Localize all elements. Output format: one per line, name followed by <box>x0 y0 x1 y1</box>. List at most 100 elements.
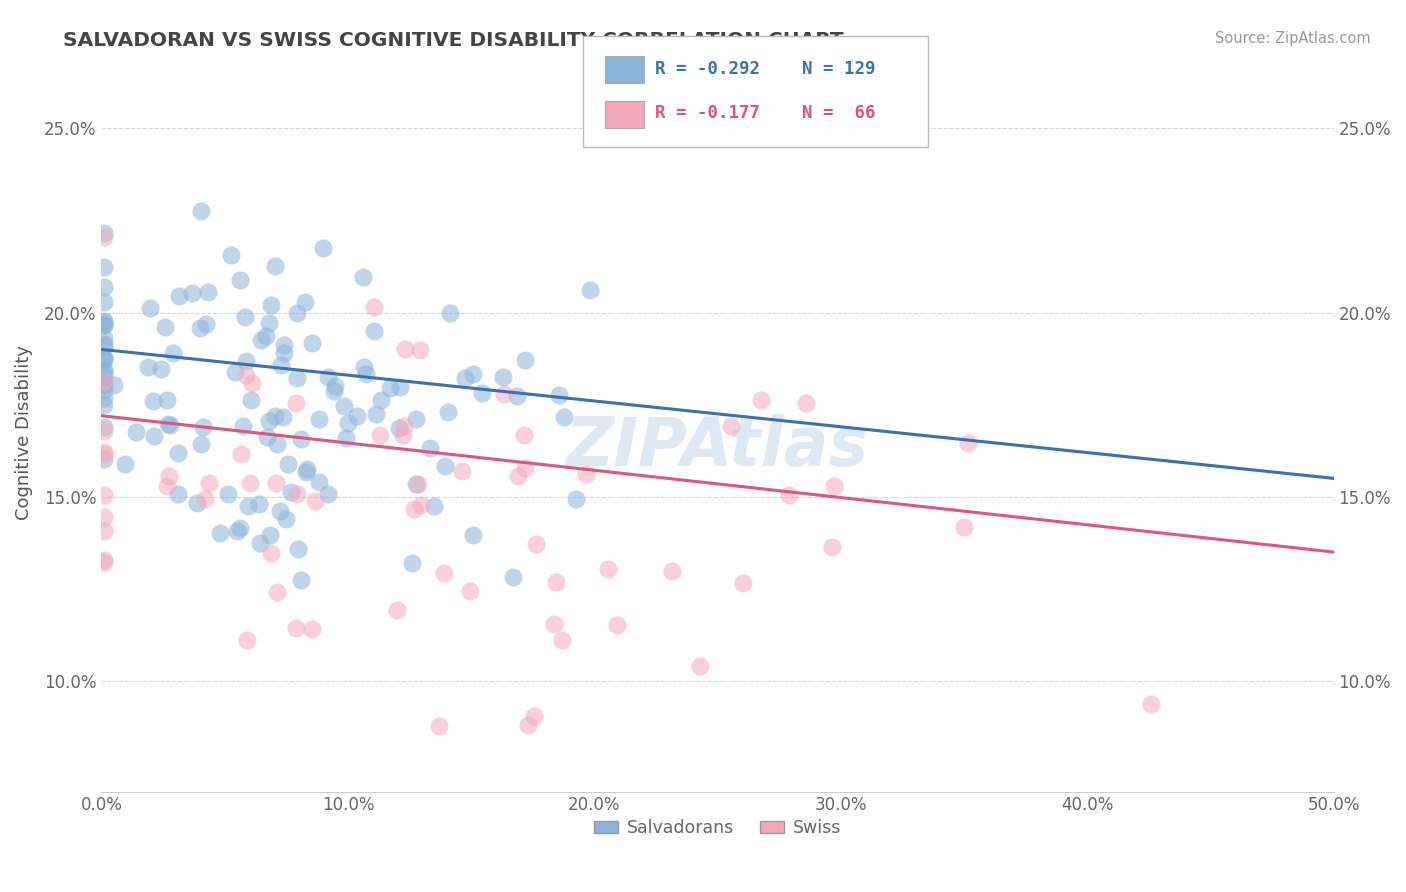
Point <box>402 501 425 516</box>
Point <box>93 488 115 502</box>
Point <box>368 427 391 442</box>
Point <box>249 535 271 549</box>
Point <box>316 486 339 500</box>
Point <box>434 458 457 473</box>
Point <box>957 436 980 450</box>
Point <box>1140 697 1163 711</box>
Point <box>260 546 283 560</box>
Point <box>492 369 515 384</box>
Point <box>553 409 575 424</box>
Point <box>392 419 415 434</box>
Point <box>264 475 287 490</box>
Point <box>352 269 374 284</box>
Point <box>458 584 481 599</box>
Point <box>406 476 429 491</box>
Point <box>388 421 411 435</box>
Text: ZIPAtlas: ZIPAtlas <box>567 414 869 480</box>
Point <box>578 283 600 297</box>
Point <box>596 562 619 576</box>
Point <box>271 409 294 424</box>
Point <box>308 475 330 490</box>
Point <box>575 467 598 481</box>
Point <box>166 446 188 460</box>
Point <box>143 429 166 443</box>
Point <box>506 468 529 483</box>
Point <box>193 419 215 434</box>
Point <box>515 461 537 475</box>
Point <box>953 520 976 534</box>
Point <box>423 499 446 513</box>
Point <box>103 378 125 392</box>
Point <box>363 300 385 314</box>
Point <box>316 369 339 384</box>
Point <box>471 386 494 401</box>
Point <box>156 393 179 408</box>
Text: R = -0.177    N =  66: R = -0.177 N = 66 <box>655 104 876 122</box>
Point <box>502 570 524 584</box>
Point <box>232 418 254 433</box>
Point <box>389 379 412 393</box>
Point <box>433 566 456 580</box>
Point <box>294 295 316 310</box>
Point <box>157 417 180 432</box>
Point <box>93 383 115 397</box>
Point <box>239 392 262 407</box>
Point <box>606 617 628 632</box>
Point <box>260 298 283 312</box>
Point <box>427 718 450 732</box>
Point <box>301 335 323 350</box>
Point <box>411 498 433 512</box>
Point <box>93 351 115 365</box>
Point <box>247 497 270 511</box>
Point <box>181 286 204 301</box>
Point <box>93 553 115 567</box>
Point <box>550 632 572 647</box>
Point <box>370 393 392 408</box>
Point <box>439 306 461 320</box>
Point <box>312 241 335 255</box>
Point <box>273 338 295 352</box>
Point <box>125 425 148 440</box>
Point <box>523 709 546 723</box>
Point <box>93 339 115 353</box>
Point <box>308 411 330 425</box>
Point <box>93 447 115 461</box>
Point <box>238 499 260 513</box>
Point <box>188 321 211 335</box>
Point <box>301 622 323 636</box>
Point <box>516 718 538 732</box>
Point <box>93 524 115 539</box>
Point <box>385 603 408 617</box>
Point <box>235 354 257 368</box>
Point <box>394 342 416 356</box>
Point <box>150 362 173 376</box>
Point <box>259 316 281 330</box>
Point <box>401 556 423 570</box>
Point <box>93 353 115 368</box>
Point <box>335 431 357 445</box>
Point <box>720 419 742 434</box>
Point <box>93 368 115 383</box>
Point <box>565 491 588 506</box>
Point <box>259 528 281 542</box>
Point <box>93 314 115 328</box>
Point <box>93 337 115 351</box>
Point <box>217 487 239 501</box>
Point <box>229 447 252 461</box>
Y-axis label: Cognitive Disability: Cognitive Disability <box>15 345 32 520</box>
Point <box>219 248 242 262</box>
Point <box>337 417 360 431</box>
Point <box>277 457 299 471</box>
Point <box>284 621 307 635</box>
Text: R = -0.292    N = 129: R = -0.292 N = 129 <box>655 60 876 78</box>
Point <box>169 289 191 303</box>
Point <box>779 488 801 502</box>
Point <box>136 359 159 374</box>
Point <box>138 301 160 315</box>
Point <box>93 331 115 345</box>
Text: Source: ZipAtlas.com: Source: ZipAtlas.com <box>1215 31 1371 46</box>
Point <box>494 386 516 401</box>
Point <box>162 346 184 360</box>
Legend: Salvadorans, Swiss: Salvadorans, Swiss <box>586 812 848 844</box>
Point <box>419 441 441 455</box>
